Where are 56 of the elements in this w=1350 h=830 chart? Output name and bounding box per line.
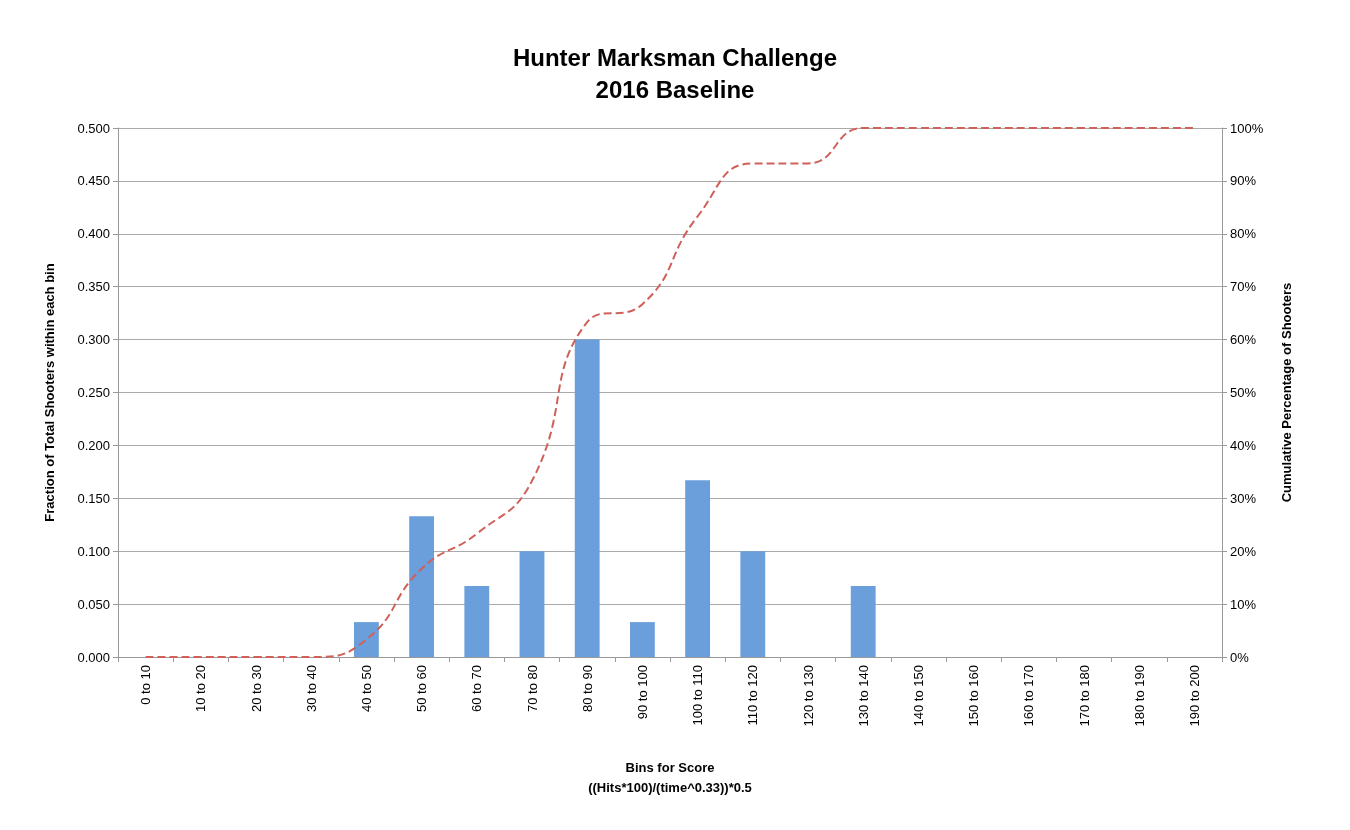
x-tick-label: 100 to 110 bbox=[690, 665, 706, 726]
y-tick-label: 0.500 bbox=[77, 120, 110, 136]
y2-tick-label: 40% bbox=[1230, 437, 1257, 453]
y2-tick-label: 70% bbox=[1230, 279, 1257, 295]
x-tick-label: 60 to 70 bbox=[469, 665, 485, 712]
y-axis-title: Fraction of Total Shooters within each bin bbox=[42, 263, 57, 522]
x-tick-label: 40 to 50 bbox=[358, 665, 374, 712]
bar bbox=[409, 516, 435, 657]
x-axis-title: Bins for Score ((Hits*100)/(time^0.33))*0.5 bbox=[588, 759, 752, 795]
bar bbox=[574, 339, 600, 657]
x-tick-label: 30 to 40 bbox=[303, 665, 319, 712]
x-tick-label: 80 to 90 bbox=[579, 665, 595, 712]
x-tick-label: 10 to 20 bbox=[193, 665, 209, 712]
y-tick-label: 0.250 bbox=[77, 385, 110, 400]
x-tick-label: 20 to 30 bbox=[248, 665, 264, 712]
y2-tick-label: 50% bbox=[1230, 385, 1257, 400]
bar bbox=[464, 586, 490, 657]
y-tick-label: 0.050 bbox=[77, 596, 110, 612]
bar bbox=[850, 586, 876, 657]
y-tick-label: 0.150 bbox=[77, 490, 110, 506]
y-tick-label: 0.450 bbox=[77, 173, 110, 189]
x-tick-label: 180 to 190 bbox=[1131, 665, 1147, 727]
x-tick-label: 160 to 170 bbox=[1021, 665, 1037, 727]
y2-tick-label: 0% bbox=[1230, 649, 1250, 665]
y-tick-label: 0.100 bbox=[77, 543, 110, 559]
x-tick-label: 150 to 160 bbox=[966, 665, 982, 727]
bar bbox=[519, 551, 545, 657]
line-series bbox=[144, 127, 1196, 658]
bar bbox=[629, 622, 655, 657]
y2-tick-label: 10% bbox=[1230, 596, 1257, 612]
x-tick-label: 50 to 60 bbox=[414, 665, 430, 712]
y2-axis-title: Cumulative Percentage of Shooters bbox=[1279, 282, 1294, 503]
y-tick-label: 0.200 bbox=[77, 437, 110, 453]
y2-tick-label: 20% bbox=[1230, 543, 1257, 559]
x-tick-label: 70 to 80 bbox=[524, 665, 540, 712]
x-tick-label: 90 to 100 bbox=[634, 665, 650, 720]
x-tick-label: 190 to 200 bbox=[1186, 665, 1202, 727]
y2-tick-label: 30% bbox=[1230, 490, 1257, 506]
x-tick-label: 170 to 180 bbox=[1076, 665, 1092, 727]
y2-tick-label: 60% bbox=[1230, 332, 1257, 348]
y-tick-label: 0.300 bbox=[77, 332, 110, 348]
y-tick-label: 0.000 bbox=[77, 649, 110, 665]
bar bbox=[685, 480, 711, 657]
y2-tick-label: 100% bbox=[1230, 120, 1264, 136]
y2-tick-label: 90% bbox=[1230, 173, 1257, 189]
y-tick-label: 0.400 bbox=[77, 226, 110, 242]
x-tick-label: 0 to 10 bbox=[138, 665, 154, 705]
y-tick-label: 0.350 bbox=[77, 279, 110, 295]
x-tick-label: 110 to 120 bbox=[745, 665, 761, 726]
x-tick-label: 140 to 150 bbox=[910, 665, 926, 727]
bar bbox=[740, 551, 766, 657]
x-tick-label: 130 to 140 bbox=[855, 665, 871, 727]
x-tick-label: 120 to 130 bbox=[800, 665, 816, 727]
chart-title: Hunter Marksman Challenge 2016 Baseline bbox=[512, 43, 838, 103]
y2-tick-label: 80% bbox=[1230, 226, 1257, 242]
bar bbox=[353, 622, 379, 657]
